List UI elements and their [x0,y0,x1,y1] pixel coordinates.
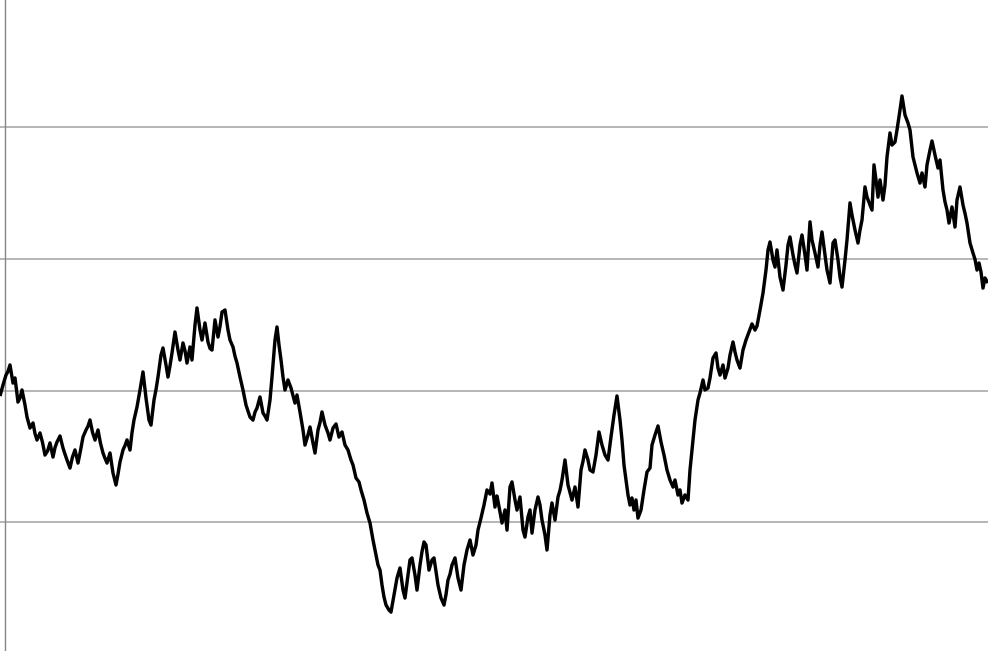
gridlines [0,126,988,523]
price-line [0,94,988,614]
